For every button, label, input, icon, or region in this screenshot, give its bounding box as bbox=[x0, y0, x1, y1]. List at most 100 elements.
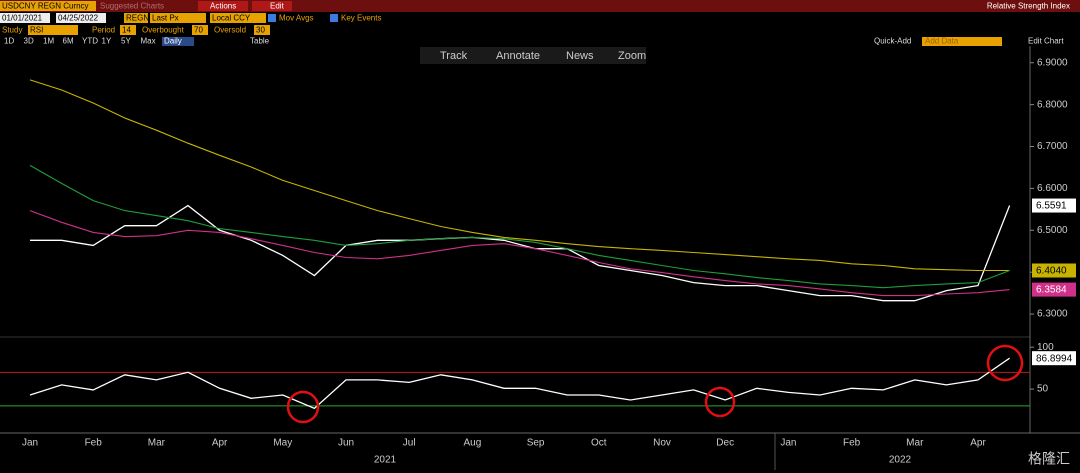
last-value-label: 6.4040 bbox=[1036, 266, 1067, 277]
checkbox[interactable] bbox=[330, 14, 338, 22]
plot: 6.30006.40006.50006.60006.70006.80006.90… bbox=[0, 57, 1076, 470]
study-title: Relative Strength Index bbox=[987, 2, 1070, 11]
annotation-circle bbox=[704, 386, 736, 418]
annotation-circle bbox=[286, 390, 320, 424]
range-button[interactable]: 3D bbox=[24, 37, 34, 46]
field-box[interactable] bbox=[124, 13, 148, 23]
overbought-label: Overbought bbox=[142, 26, 185, 35]
y-tick-label: 6.8000 bbox=[1037, 99, 1068, 110]
mov-avgs[interactable]: Mov Avgs bbox=[279, 14, 314, 23]
series-line bbox=[29, 164, 1010, 289]
x-tick-label: Mar bbox=[906, 438, 924, 449]
x-tick-label: Jan bbox=[22, 438, 38, 449]
field[interactable]: REGN bbox=[126, 14, 149, 23]
range-button[interactable]: 5Y bbox=[121, 37, 131, 46]
x-tick-label: Jul bbox=[403, 438, 416, 449]
x-tick-label: Oct bbox=[591, 438, 607, 449]
x-tick-label: Jun bbox=[338, 438, 354, 449]
suggested-charts[interactable]: Suggested Charts bbox=[100, 2, 164, 11]
watermark: 格隆汇 bbox=[1028, 451, 1070, 467]
chart-tool[interactable]: Annotate bbox=[496, 50, 540, 62]
quick-add[interactable]: Quick-Add bbox=[874, 37, 911, 46]
y-tick-label: 100 bbox=[1037, 342, 1054, 353]
x-tick-label: Feb bbox=[843, 438, 861, 449]
x-tick-label: Mar bbox=[148, 438, 166, 449]
x-tick-label: Jan bbox=[780, 438, 796, 449]
x-tick-label: Aug bbox=[464, 438, 482, 449]
series-line bbox=[29, 79, 1010, 272]
edit-chart[interactable]: Edit Chart bbox=[1028, 37, 1064, 46]
last-value-box bbox=[1032, 263, 1076, 278]
oversold-label: Oversold bbox=[214, 26, 246, 35]
last-value-label: 86.8994 bbox=[1036, 353, 1073, 364]
range-button[interactable]: Max bbox=[141, 37, 156, 46]
study-label: Study bbox=[2, 26, 22, 35]
currency[interactable]: Local CCY bbox=[212, 14, 251, 23]
series-line bbox=[30, 204, 1011, 302]
period-box[interactable] bbox=[120, 25, 136, 35]
chart-tools: Track Annotate News Zoom bbox=[440, 50, 646, 62]
range-button[interactable]: 1M bbox=[43, 37, 54, 46]
oversold-box[interactable] bbox=[254, 25, 270, 35]
add-data-box[interactable] bbox=[922, 37, 1002, 46]
range-button[interactable]: 1D bbox=[4, 37, 14, 46]
study-box[interactable] bbox=[28, 25, 78, 35]
start-date[interactable]: 01/01/2021 bbox=[2, 14, 43, 23]
chart-tool[interactable]: Zoom bbox=[618, 50, 646, 62]
y-tick-label: 6.9000 bbox=[1037, 57, 1068, 68]
period[interactable]: 14 bbox=[122, 26, 131, 35]
series-line bbox=[29, 210, 1010, 297]
x-tick-label: Sep bbox=[527, 438, 545, 449]
last-value-label: 6.3584 bbox=[1036, 285, 1067, 296]
frequency-box[interactable] bbox=[162, 37, 194, 46]
checkbox[interactable] bbox=[268, 14, 276, 22]
x-tick-label: May bbox=[273, 438, 292, 449]
actions-button[interactable] bbox=[198, 1, 248, 11]
price-field[interactable]: Last Px bbox=[152, 14, 179, 23]
chart-tool[interactable]: Track bbox=[440, 50, 468, 62]
range-button[interactable]: YTD bbox=[82, 37, 98, 46]
ticker[interactable]: USDCNY REGN Curncy bbox=[2, 2, 89, 11]
currency-box[interactable] bbox=[210, 13, 266, 23]
overbought-box[interactable] bbox=[192, 25, 208, 35]
end-date[interactable]: 04/25/2022 bbox=[58, 14, 99, 23]
actions[interactable]: Actions bbox=[210, 2, 236, 11]
last-value-box bbox=[1032, 351, 1076, 366]
last-value-box bbox=[1032, 282, 1076, 297]
period-label: Period bbox=[92, 26, 115, 35]
year-label: 2021 bbox=[374, 455, 397, 466]
y-tick-label: 6.6000 bbox=[1037, 183, 1068, 194]
x-tick-label: Apr bbox=[212, 438, 228, 449]
edit[interactable]: Edit bbox=[270, 2, 285, 11]
series-line bbox=[29, 357, 1010, 410]
table[interactable]: Table bbox=[250, 37, 270, 46]
start-date-box[interactable] bbox=[0, 13, 50, 23]
study[interactable]: RSI bbox=[30, 26, 43, 35]
oversold[interactable]: 30 bbox=[256, 26, 265, 35]
price-box[interactable] bbox=[150, 13, 206, 23]
year-label: 2022 bbox=[889, 455, 912, 466]
x-tick-label: Nov bbox=[653, 438, 671, 449]
edit-button[interactable] bbox=[252, 1, 292, 11]
y-tick-label: 6.7000 bbox=[1037, 141, 1068, 152]
chart-tools-bar bbox=[420, 47, 646, 64]
range-button[interactable]: 6M bbox=[63, 37, 74, 46]
overbought[interactable]: 70 bbox=[194, 26, 203, 35]
add-data[interactable]: Add Data bbox=[925, 37, 959, 46]
key-events[interactable]: Key Events bbox=[341, 14, 381, 23]
x-tick-label: Dec bbox=[716, 438, 734, 449]
y-tick-label: 6.5000 bbox=[1037, 225, 1068, 236]
x-tick-label: Feb bbox=[85, 438, 103, 449]
frequency[interactable]: Daily bbox=[164, 37, 182, 46]
annotation-circle bbox=[986, 344, 1024, 382]
ticker-box[interactable] bbox=[0, 1, 96, 11]
end-date-box[interactable] bbox=[56, 13, 106, 23]
range-button[interactable]: 1Y bbox=[102, 37, 112, 46]
y-tick-label: 50 bbox=[1037, 384, 1049, 395]
last-value-box bbox=[1032, 198, 1076, 213]
x-tick-label: Apr bbox=[970, 438, 986, 449]
chart-tool[interactable]: News bbox=[566, 50, 594, 62]
range-buttons: 1D 3D 1M 6M YTD 1Y 5Y Max bbox=[4, 37, 156, 46]
